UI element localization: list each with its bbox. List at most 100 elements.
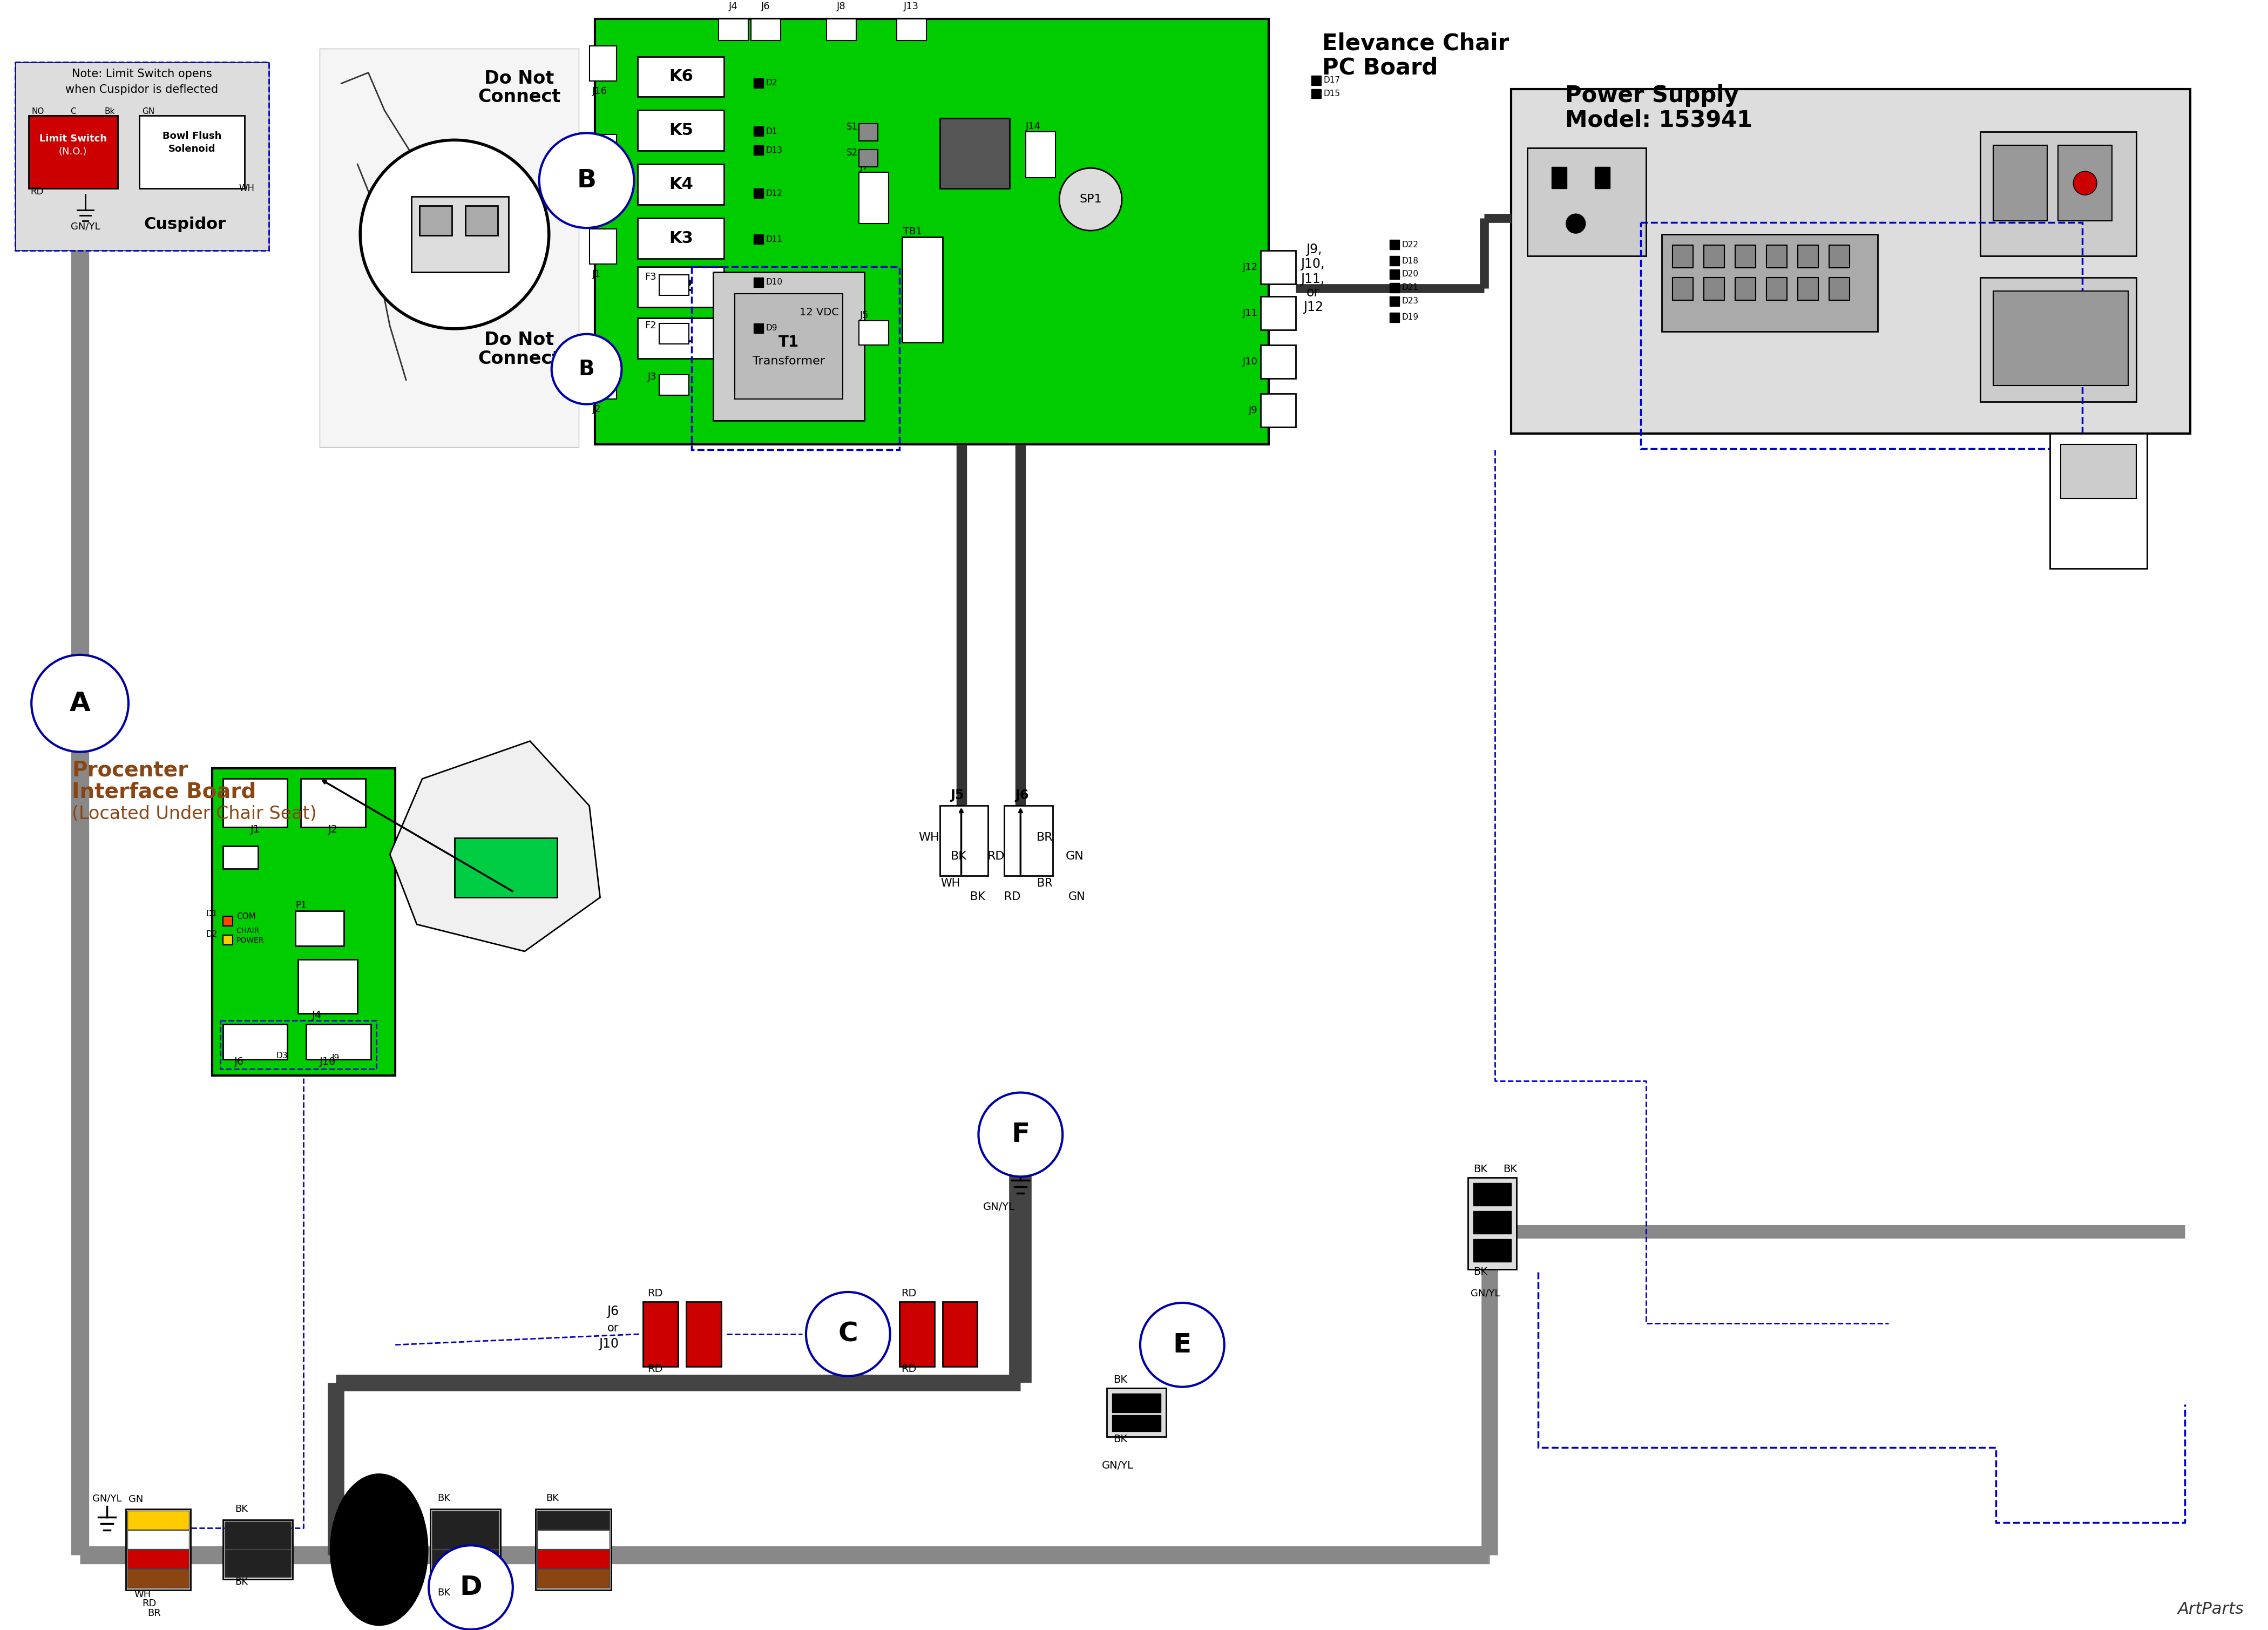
Text: BK: BK xyxy=(1114,1374,1127,1386)
Bar xyxy=(2062,445,2136,499)
Circle shape xyxy=(1141,1302,1225,1387)
Bar xyxy=(753,127,764,137)
Text: SP1: SP1 xyxy=(1080,194,1102,205)
Bar xyxy=(420,205,451,235)
Bar xyxy=(753,277,764,287)
Text: BR: BR xyxy=(147,1609,161,1619)
Text: BK: BK xyxy=(547,1493,560,1503)
Text: BK: BK xyxy=(950,851,966,862)
Text: (N.O.): (N.O.) xyxy=(59,147,86,156)
Text: Solenoid: Solenoid xyxy=(168,145,215,155)
Bar xyxy=(295,911,345,945)
Text: D: D xyxy=(460,1575,483,1601)
Bar xyxy=(1025,132,1055,178)
Text: K4: K4 xyxy=(669,176,694,192)
Bar xyxy=(594,18,1268,445)
Text: J1: J1 xyxy=(592,269,601,279)
Bar xyxy=(1767,277,1787,300)
Bar xyxy=(16,62,268,251)
Text: J4: J4 xyxy=(313,1011,322,1020)
Text: T1: T1 xyxy=(778,334,798,350)
Text: J2: J2 xyxy=(592,404,601,414)
Bar xyxy=(898,1302,934,1366)
Bar xyxy=(222,779,288,828)
Bar xyxy=(2057,145,2112,222)
Text: NO: NO xyxy=(32,108,43,116)
Text: ArtParts: ArtParts xyxy=(2177,1601,2243,1617)
Text: K1: K1 xyxy=(669,329,694,346)
Text: D19: D19 xyxy=(1402,313,1418,321)
Bar xyxy=(939,119,1009,189)
Bar xyxy=(637,165,723,205)
Bar xyxy=(127,1531,188,1548)
Bar xyxy=(1111,1415,1161,1431)
Bar xyxy=(465,205,497,235)
Text: D22: D22 xyxy=(1402,241,1418,249)
Text: K5: K5 xyxy=(669,122,694,139)
Circle shape xyxy=(551,334,621,404)
Bar xyxy=(1474,1239,1510,1262)
Bar xyxy=(1674,277,1694,300)
Text: J14: J14 xyxy=(1025,122,1041,132)
Bar xyxy=(939,805,989,875)
Text: Elevance Chair: Elevance Chair xyxy=(1322,33,1508,55)
Text: J6: J6 xyxy=(762,2,771,11)
Text: when Cuspidor is deflected: when Cuspidor is deflected xyxy=(66,85,218,95)
Bar xyxy=(590,135,617,170)
Bar xyxy=(753,145,764,155)
Text: or: or xyxy=(608,1322,619,1333)
Bar xyxy=(306,1024,372,1060)
Bar xyxy=(538,1511,610,1529)
Text: BR: BR xyxy=(1036,833,1052,843)
Text: BK: BK xyxy=(1474,1267,1488,1276)
Text: D1: D1 xyxy=(206,910,218,918)
Text: J6: J6 xyxy=(1016,789,1030,802)
Text: Note: Limit Switch opens: Note: Limit Switch opens xyxy=(73,68,211,80)
Bar xyxy=(138,116,245,189)
Bar xyxy=(125,1509,191,1591)
Text: Transformer: Transformer xyxy=(753,355,826,367)
Text: E: E xyxy=(1173,1332,1191,1358)
Text: Power Supply: Power Supply xyxy=(1565,85,1740,108)
Text: F2: F2 xyxy=(644,321,658,331)
Text: GN/YL: GN/YL xyxy=(982,1201,1014,1213)
Text: D2: D2 xyxy=(767,78,778,86)
Text: Connect: Connect xyxy=(479,350,560,367)
Text: D3: D3 xyxy=(277,1051,288,1060)
Bar xyxy=(637,318,723,359)
Text: J1: J1 xyxy=(249,825,261,835)
Text: D12: D12 xyxy=(767,189,782,197)
Text: RD: RD xyxy=(900,1288,916,1299)
Text: D11: D11 xyxy=(767,235,782,243)
Bar xyxy=(1735,277,1755,300)
Text: J2: J2 xyxy=(329,825,338,835)
Text: J11,: J11, xyxy=(1302,272,1325,285)
Text: WH: WH xyxy=(919,833,939,843)
Circle shape xyxy=(32,655,129,751)
Text: Bowl Flush: Bowl Flush xyxy=(163,132,222,142)
Text: J9,: J9, xyxy=(1306,243,1322,256)
Text: CHAIR: CHAIR xyxy=(236,927,259,934)
Bar xyxy=(16,62,268,251)
Text: RD: RD xyxy=(649,1288,662,1299)
Text: GN: GN xyxy=(1066,851,1084,862)
Text: PC Board: PC Board xyxy=(1322,57,1438,80)
Bar xyxy=(127,1511,188,1529)
Text: WH: WH xyxy=(941,879,959,888)
Text: RD: RD xyxy=(649,1364,662,1374)
Bar xyxy=(590,228,617,264)
Text: D21: D21 xyxy=(1402,284,1418,292)
Text: A: A xyxy=(70,691,91,716)
Bar xyxy=(1474,1211,1510,1234)
Bar xyxy=(431,1550,499,1588)
Text: J4: J4 xyxy=(728,2,737,11)
Text: Do Not: Do Not xyxy=(485,70,553,88)
Bar xyxy=(29,116,118,189)
Text: GN/YL: GN/YL xyxy=(93,1493,122,1503)
Bar xyxy=(860,173,889,223)
Text: Cuspidor: Cuspidor xyxy=(143,217,227,231)
Bar xyxy=(753,78,764,88)
Text: J16: J16 xyxy=(592,86,608,96)
Bar xyxy=(826,18,855,41)
Bar xyxy=(538,1550,610,1568)
